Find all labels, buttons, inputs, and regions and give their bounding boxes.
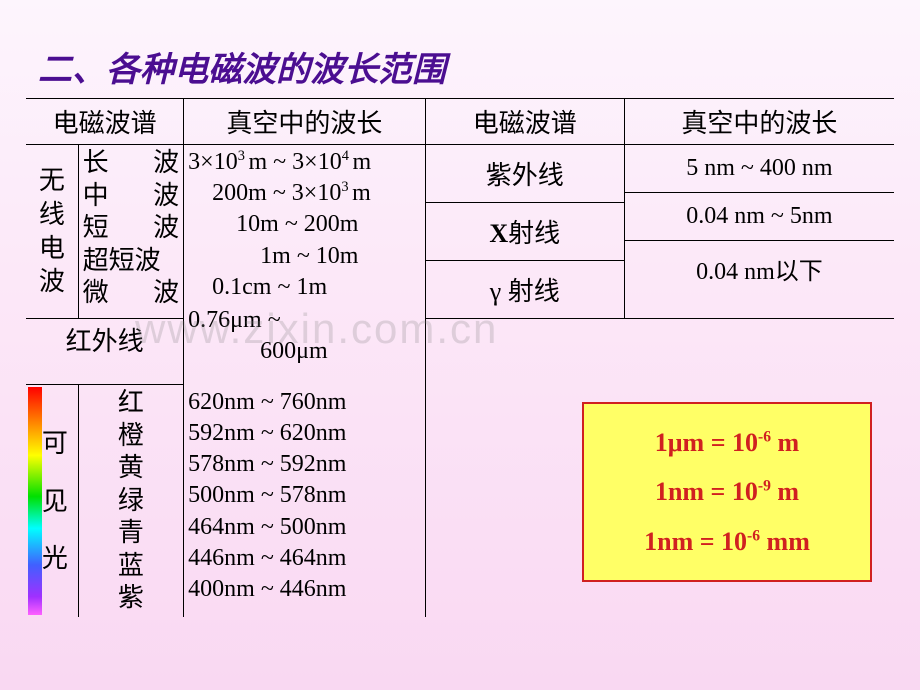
visible-group-text: 可见光: [38, 415, 72, 587]
color-value: 620nm ~ 760nm: [188, 387, 420, 418]
uv-label: 紫外线: [426, 145, 624, 203]
visible-group-label: 可见光: [26, 385, 78, 617]
conversion-box: 1μm = 10-6 m 1nm = 10-9 m 1nm = 10-6 mm: [582, 402, 872, 582]
color-row: 绿: [83, 485, 179, 518]
color-value: 578nm ~ 592nm: [188, 449, 420, 480]
header-col4: 真空中的波长: [624, 99, 894, 145]
radio-group-label: 无线电波: [26, 145, 78, 319]
section-title: 二、各种电磁波的波长范围: [38, 42, 446, 91]
color-value: 400nm ~ 446nm: [188, 574, 420, 605]
color-row: 紫: [83, 582, 179, 615]
color-row: 黄: [83, 452, 179, 485]
color-value: 592nm ~ 620nm: [188, 418, 420, 449]
header-col2: 真空中的波长: [184, 99, 425, 145]
conversion-line: 1μm = 10-6 m: [584, 418, 870, 467]
header-col1: 电磁波谱: [26, 99, 184, 145]
color-value: 500nm ~ 578nm: [188, 480, 420, 511]
gamma-value: 0.04 nm以下: [625, 241, 894, 297]
color-row: 青: [83, 517, 179, 550]
radio-group-text: 无线电波: [39, 166, 65, 296]
header-col3: 电磁波谱: [425, 99, 624, 145]
xray-label: X射线: [426, 203, 624, 261]
visible-colors: 红 橙 黄 绿 青 蓝 紫: [78, 385, 183, 617]
uv-value: 5 nm ~ 400 nm: [625, 145, 894, 193]
color-row: 橙: [83, 420, 179, 453]
color-row: 红: [83, 387, 179, 420]
right-block: 紫外线 X射线 γ 射线: [425, 145, 624, 319]
radio-row: 中 波: [83, 180, 179, 213]
color-value: 446nm ~ 464nm: [188, 543, 420, 574]
color-row: 蓝: [83, 550, 179, 583]
infrared-label: 红外线: [26, 319, 184, 385]
right-values: 5 nm ~ 400 nm 0.04 nm ~ 5nm 0.04 nm以下: [624, 145, 894, 319]
infrared-value: 0.76μm ~ 600μm: [184, 303, 425, 369]
radio-row: 超短波: [83, 245, 179, 278]
radio-values: 3×103 m ~ 3×104 m 200m ~ 3×103 m 10m ~ 2…: [184, 145, 425, 319]
gamma-label: γ 射线: [426, 261, 624, 319]
radio-row: 短 波: [83, 212, 179, 245]
visible-values: 620nm ~ 760nm 592nm ~ 620nm 578nm ~ 592n…: [184, 385, 425, 617]
color-value: 464nm ~ 500nm: [188, 512, 420, 543]
radio-row: 长 波: [83, 147, 179, 180]
radio-row: 微 波: [83, 277, 179, 310]
conversion-line: 1nm = 10-9 m: [584, 467, 870, 516]
radio-subtypes: 长 波 中 波 短 波 超短波 微 波: [78, 145, 183, 319]
xray-value: 0.04 nm ~ 5nm: [625, 193, 894, 241]
conversion-line: 1nm = 10-6 mm: [584, 517, 870, 566]
